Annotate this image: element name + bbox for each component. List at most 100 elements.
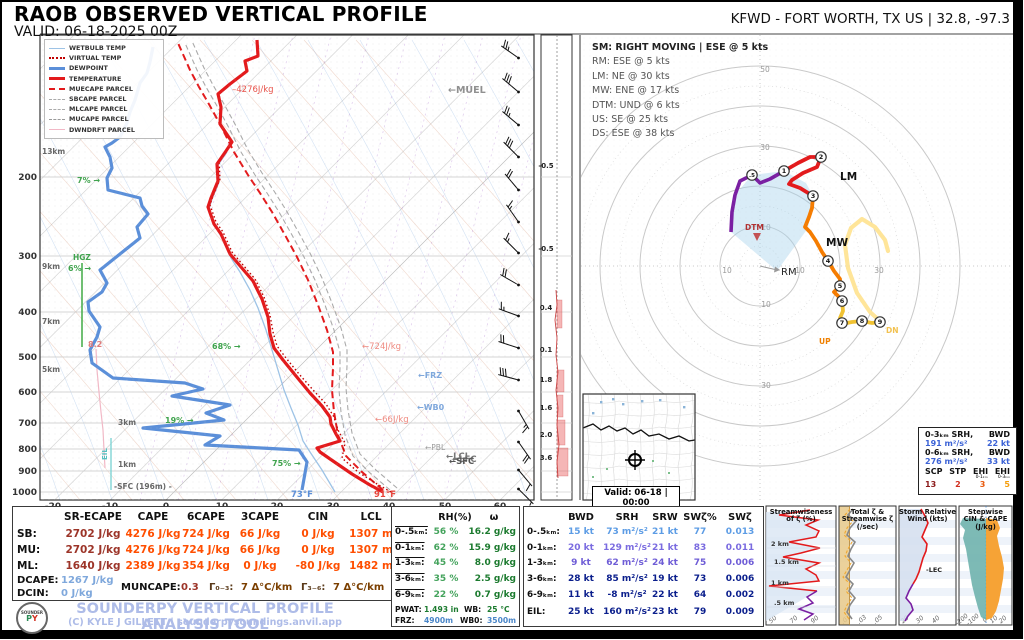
bwd-row-label: EIL: <box>527 607 546 617</box>
rh-value: 62 % <box>433 543 459 553</box>
thermo-header: SR-ECAPE <box>64 511 122 523</box>
bwd-row-label: 0-1ₖₘ: <box>527 543 557 553</box>
hodo-height-marker <box>822 255 834 267</box>
inset-row1b: BWD <box>988 430 1010 439</box>
svg-text:9: 9 <box>878 318 883 326</box>
svg-text:4: 4 <box>826 257 831 265</box>
muncape-value: 0.3 <box>181 582 199 593</box>
panel-x-label: 10 <box>989 615 1000 626</box>
hodo-height-marker <box>746 169 758 181</box>
panel-x-label: 40 <box>931 615 942 626</box>
inset-row3a: 0-6ₖₘ SRH, <box>925 448 974 457</box>
muecape-legend-sample <box>49 87 65 90</box>
omega-bar <box>556 299 563 329</box>
bwd-value: 160 m²/s² <box>603 607 651 617</box>
bwd-value: -8 m²/s² <box>607 590 647 600</box>
bwd-value: 0.013 <box>725 527 755 537</box>
skewt-annotation: EIL <box>101 448 109 460</box>
thermo-value: 0 J/kg <box>243 560 277 572</box>
dtm-marker <box>753 233 761 241</box>
sounderpy-logo: SOUNDER PY <box>16 602 48 634</box>
bwd-value: 85 m²/s² <box>606 574 648 584</box>
mini-panel-title: Storm Relative Wind (kts) <box>899 508 956 524</box>
ring-label: 30 <box>874 266 884 275</box>
sbcape-legend-sample <box>49 98 65 100</box>
map-inset <box>583 394 695 500</box>
mixing-ratio-value: 15.9 g/kg <box>468 543 517 553</box>
legend-label: WETBULB TEMP <box>69 44 126 53</box>
omega-bar <box>556 447 569 477</box>
frz-label: FRZ: <box>395 616 415 625</box>
bwd-header: SRH <box>615 512 639 523</box>
srh-area <box>731 171 813 271</box>
hodo-trace-9km-plus <box>842 216 891 324</box>
hodo-height-marker <box>834 280 846 292</box>
legend-item: VIRTUAL TEMP <box>49 53 159 63</box>
wetbulb-curve <box>208 151 336 493</box>
ring-label: 10 <box>722 266 732 275</box>
wb-label: WB: <box>464 605 482 614</box>
skewt-annotation: ←FRZ <box>418 371 442 380</box>
wb0-value: 3500m <box>487 616 517 625</box>
panel-x-label: .03 <box>856 614 868 626</box>
bwd-header: SWζ <box>728 512 752 523</box>
legend-label: TEMPERATURE <box>69 74 122 83</box>
omega-bar <box>556 394 564 418</box>
svg-text:5: 5 <box>838 282 843 290</box>
inset-ehi1-label: EHI <box>973 467 989 476</box>
rh-value: 22 % <box>433 590 459 600</box>
bwd-value: 62 m²/s² <box>606 558 648 568</box>
pressure-tick-label: 900 <box>18 467 37 477</box>
wb0-label: WB0: <box>460 616 483 625</box>
storm-motion-line: US: SE @ 25 kts <box>592 114 669 126</box>
thermo-value: 0 J/kg <box>301 544 335 556</box>
skewt-annotation: 13km <box>42 147 65 156</box>
skewt-annotation: –4276J/kg <box>232 85 274 95</box>
sbcape-parcel-curve <box>184 42 391 491</box>
legend-item: DWNDRFT PARCEL <box>49 125 159 135</box>
bwd-value: 15 kt <box>568 527 594 537</box>
ring-label: 50 <box>760 65 770 74</box>
legend-item: WETBULB TEMP <box>49 43 159 53</box>
thermo-row-label: ML: <box>17 560 39 572</box>
inset-ehi3-sub: 0-3ₖₘ <box>997 475 1010 480</box>
ring-label: 10 <box>761 300 771 309</box>
bwd-row-label: 3-6ₖₘ: <box>527 574 557 584</box>
inset-ehi3-value: 5 <box>1004 480 1010 489</box>
skewt-annotation: 1km <box>118 460 136 469</box>
mini-panel-title: Total ζ & Streamwise ζ (/sec) <box>841 508 894 531</box>
bwd-row-label: 6-9ₖₘ: <box>527 590 557 600</box>
storm-motion-line: RM: ESE @ 5 kts <box>592 56 670 68</box>
thermo-value: 2389 J/kg <box>125 560 181 572</box>
hodo-trace-0-1km <box>729 169 785 233</box>
panel-x-label: 20 <box>998 615 1009 626</box>
thermo-row-label: SB: <box>17 528 37 540</box>
pressure-tick-label: 400 <box>18 308 37 318</box>
skewt-plot <box>40 35 534 500</box>
legend-label: DEWPOINT <box>69 64 108 73</box>
bwd-srh-table: BWD SRH SRW SWζ% SWζ 0-.5ₖₘ: 15 kt 73 m²/s² 21 k… <box>523 506 764 627</box>
thermo-value: 4276 J/kg <box>125 544 181 556</box>
thermo-value: 2702 J/kg <box>65 528 121 540</box>
storm-motion-line: LM: NE @ 30 kts <box>592 70 670 82</box>
rh-value: 35 % <box>433 574 459 584</box>
thermo-value: 1307 m <box>349 544 393 556</box>
rh-row-label: 3-6ₖₘ: <box>395 574 425 584</box>
storm-motion-line: DS: ESE @ 38 kts <box>592 128 675 140</box>
hodo-label-lm: LM <box>840 171 857 183</box>
hodo-height-marker <box>836 295 848 307</box>
bwd-value: 20 kt <box>568 543 594 553</box>
inset-scp-label: SCP <box>925 467 943 476</box>
hodo-label-up: UP <box>819 337 831 346</box>
srh-bwd-inset: 0-3ₖₘ SRH, BWD 191 m²/s² 22 kt 0-6ₖₘ SRH, B… <box>918 427 1017 495</box>
pwat-label: PWAT: <box>395 605 422 614</box>
bwd-header: SWζ% <box>683 512 717 523</box>
muncape-label: MUNCAPE: <box>121 582 181 593</box>
streamwise-vorticity-curve <box>842 508 854 620</box>
stepwise-cape-area <box>986 518 1004 620</box>
temperature-curve <box>206 39 384 494</box>
skewt-legend: WETBULB TEMP VIRTUAL TEMP DEWPOINT TEMPERAT… <box>44 39 164 139</box>
bwd-value: 25 kt <box>568 607 594 617</box>
omega-label: -0.5 <box>538 162 553 170</box>
